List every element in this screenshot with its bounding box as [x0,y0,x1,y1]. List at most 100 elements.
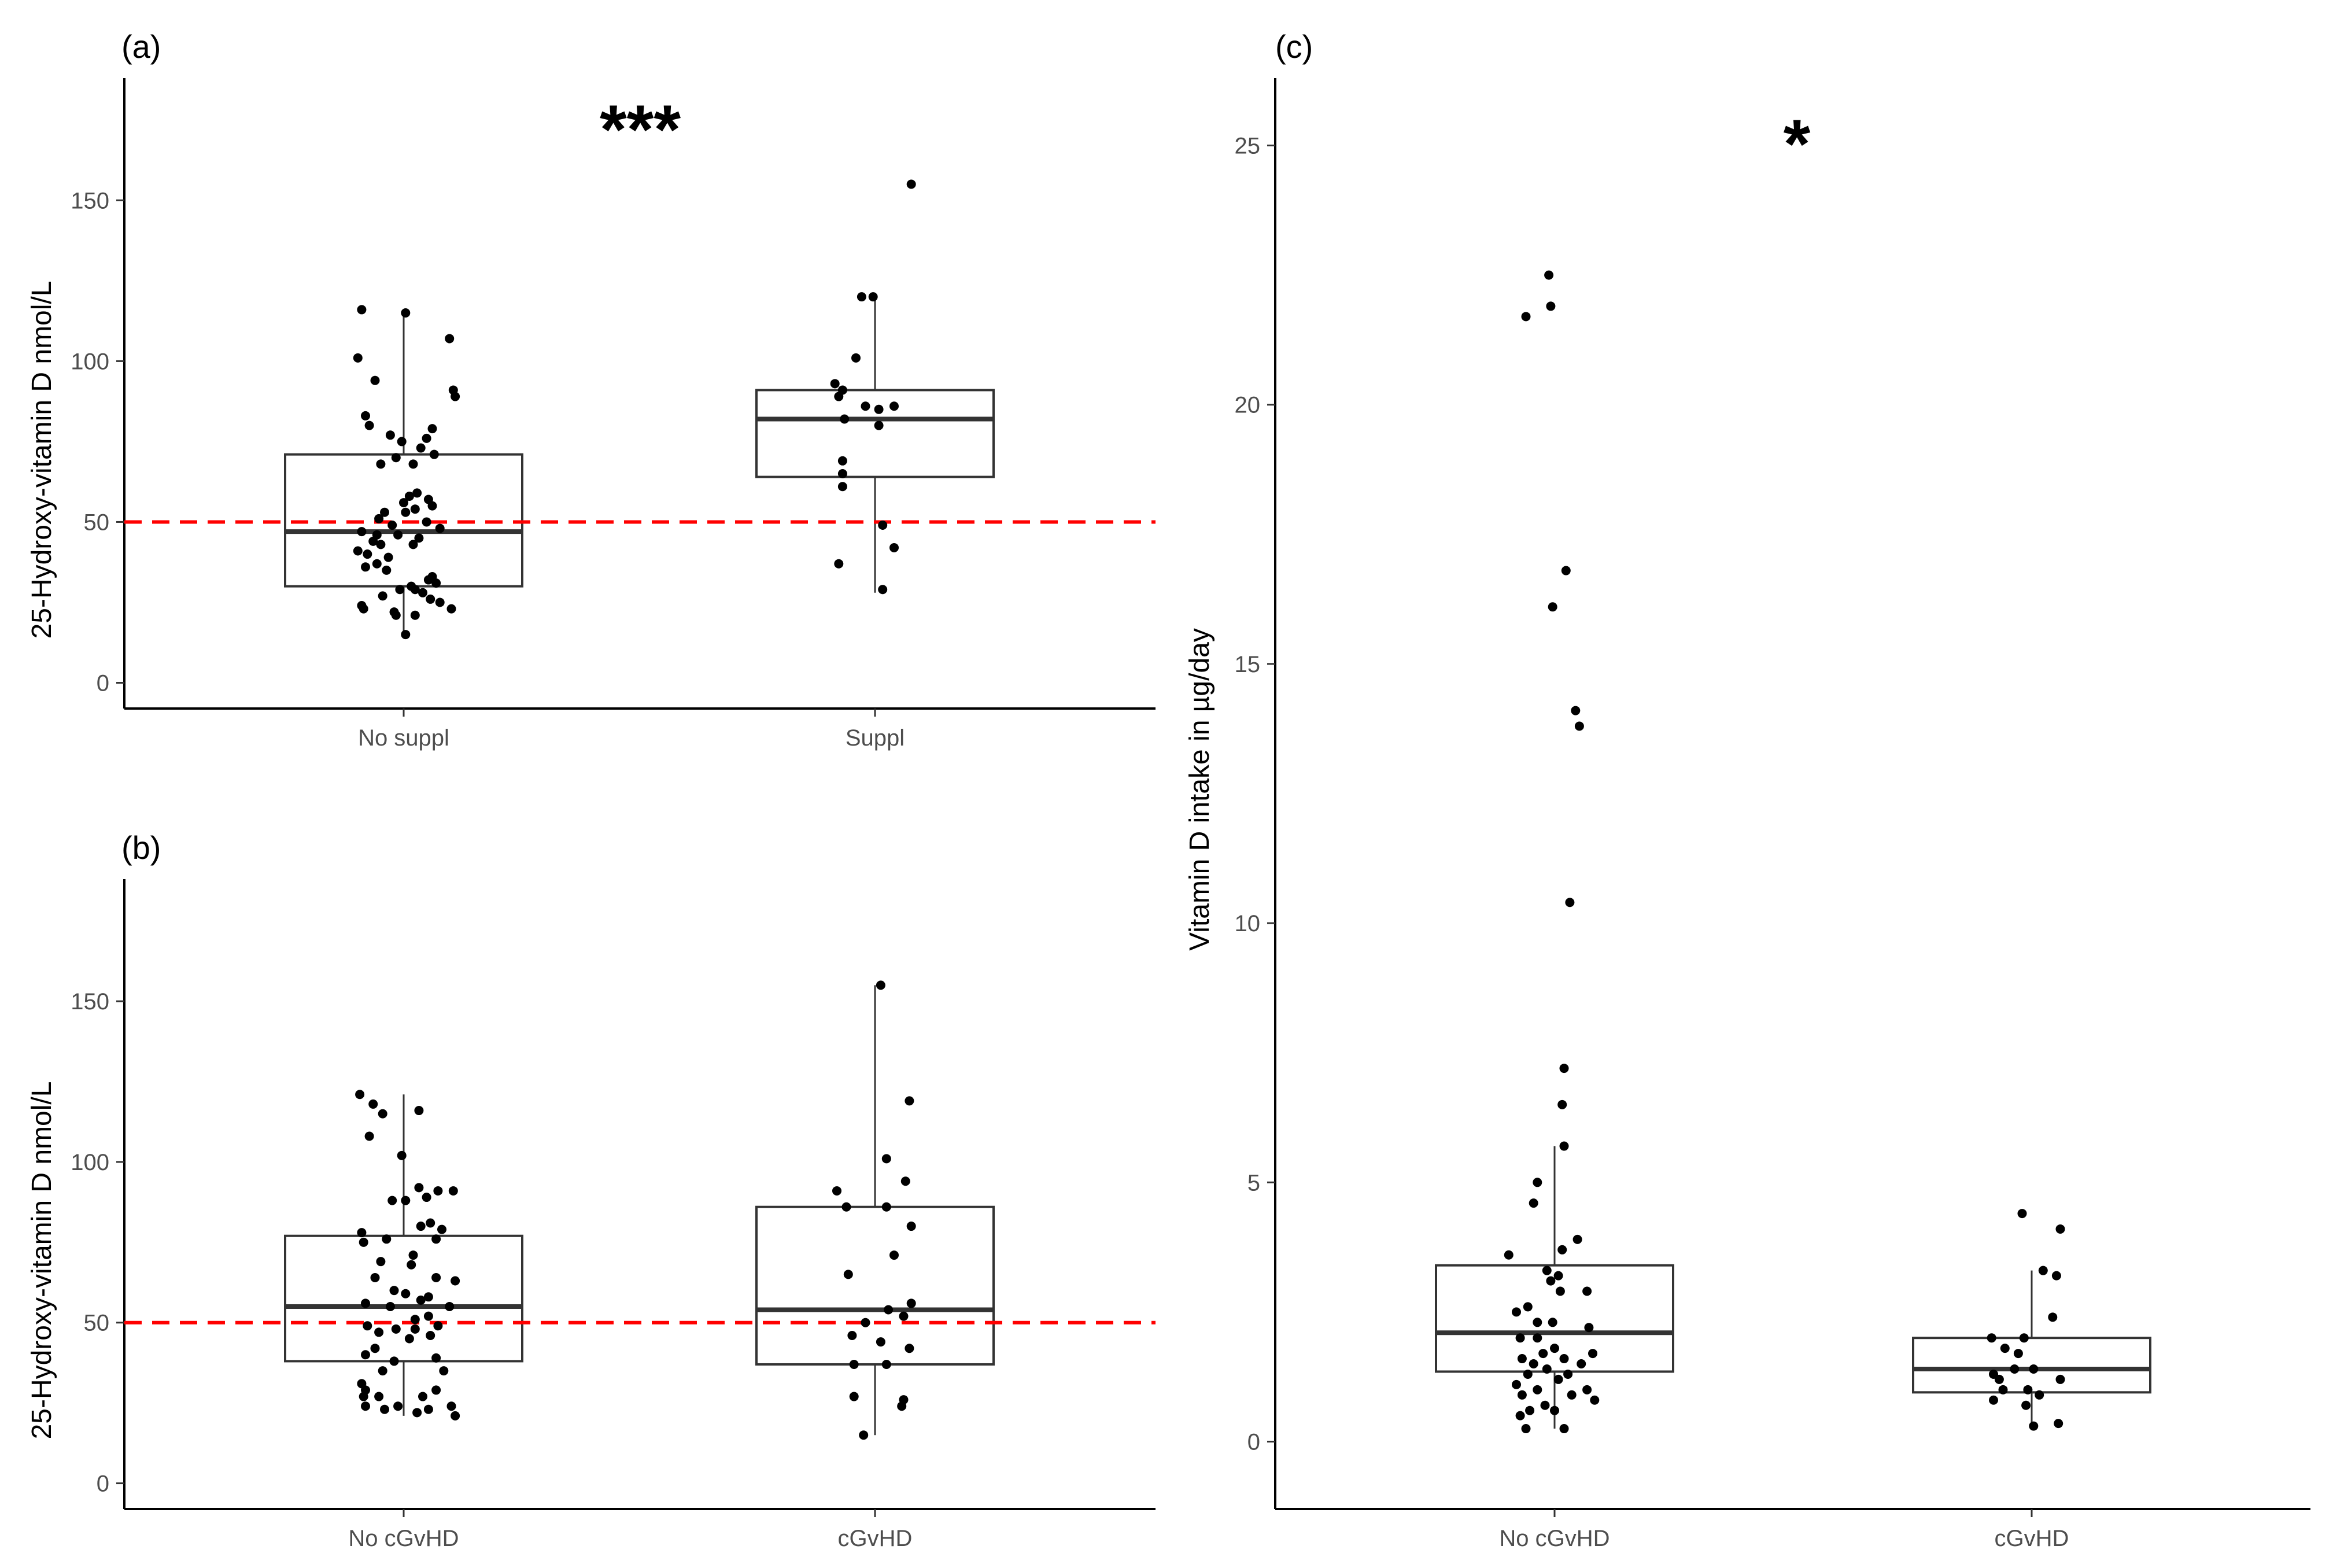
data-point-a-0-42 [382,565,392,575]
data-point-c-0-4 [1548,602,1557,612]
data-point-c-0-36 [1577,1359,1586,1369]
data-point-b-0-19 [408,1250,418,1260]
x-tick-label-b-2: cGvHD [838,1526,913,1551]
data-point-c-1-0 [2017,1209,2027,1219]
data-point-c-1-13 [1998,1385,2008,1394]
data-point-a-1-14 [837,482,847,492]
data-point-a-0-24 [401,507,411,517]
data-point-c-1-7 [2013,1349,2023,1359]
data-point-a-1-13 [837,469,847,479]
data-point-a-0-32 [393,530,403,540]
data-point-a-0-10 [385,430,395,440]
data-point-a-1-15 [878,521,888,530]
data-point-b-0-18 [431,1234,441,1244]
data-point-a-0-25 [380,507,389,517]
data-point-c-0-39 [1563,1369,1573,1379]
data-point-a-0-12 [397,437,407,447]
data-point-b-0-46 [439,1366,449,1376]
data-point-b-0-36 [391,1324,401,1334]
data-point-a-0-23 [410,504,420,514]
data-point-a-1-3 [851,353,861,363]
data-point-a-0-11 [422,433,431,443]
data-point-a-0-45 [431,578,441,588]
data-point-c-0-13 [1529,1198,1538,1208]
data-point-b-0-4 [364,1131,374,1141]
y-tick-label-c-0: 0 [1247,1429,1260,1455]
data-point-c-1-3 [2038,1266,2048,1275]
data-point-a-1-7 [889,401,899,411]
data-point-a-1-2 [868,292,878,302]
data-point-c-0-14 [1572,1234,1582,1244]
data-point-c-0-25 [1515,1333,1525,1343]
data-point-a-1-18 [878,585,888,595]
data-point-c-0-17 [1542,1266,1552,1275]
data-point-a-0-57 [391,610,401,620]
data-point-c-1-2 [2051,1271,2061,1281]
data-point-a-1-0 [906,179,916,189]
data-point-b-0-30 [445,1301,455,1311]
data-point-b-0-28 [361,1298,370,1308]
panel-label-c: (c) [1275,28,1313,65]
data-point-b-0-55 [361,1401,370,1411]
data-point-c-1-19 [2029,1421,2039,1431]
data-point-b-0-8 [433,1186,443,1196]
data-point-c-1-14 [2055,1374,2065,1384]
y-tick-label-a-1: 50 [84,510,110,535]
data-point-c-0-29 [1538,1349,1548,1359]
data-point-c-0-41 [1533,1385,1542,1394]
data-point-b-0-1 [368,1099,378,1109]
y-tick-label-b-1: 50 [84,1311,110,1336]
y-tick-label-c-3: 15 [1235,652,1261,677]
data-point-b-0-16 [437,1224,446,1234]
data-point-c-0-26 [1584,1323,1594,1333]
data-point-c-0-0 [1544,270,1554,280]
data-point-a-0-37 [353,546,363,556]
data-point-a-0-3 [353,353,363,363]
data-point-b-0-58 [412,1408,422,1418]
data-point-b-0-52 [374,1392,384,1401]
x-tick-label-a-2: Suppl [846,725,905,751]
data-point-b-0-17 [382,1234,392,1244]
data-point-c-0-38 [1512,1379,1521,1389]
data-point-b-0-35 [433,1321,443,1331]
data-point-c-1-18 [2021,1400,2031,1410]
data-point-b-0-12 [426,1218,435,1228]
data-point-a-0-55 [359,604,368,614]
data-point-c-0-16 [1553,1271,1563,1281]
data-point-a-1-10 [840,414,850,424]
data-point-a-0-34 [368,536,378,546]
data-point-a-1-16 [889,543,899,552]
data-point-a-1-1 [857,292,866,302]
data-point-c-0-42 [1517,1390,1527,1400]
data-point-b-0-45 [378,1366,387,1376]
data-point-a-0-21 [399,498,408,508]
data-point-a-0-41 [361,562,370,572]
data-point-c-0-1 [1521,312,1531,322]
data-point-a-0-52 [435,597,445,607]
data-point-c-0-23 [1533,1318,1542,1327]
data-point-b-0-21 [407,1260,416,1270]
data-point-a-1-6 [834,392,844,401]
data-point-b-0-0 [355,1090,365,1100]
data-point-b-0-10 [401,1196,411,1205]
data-point-c-0-35 [1523,1369,1533,1379]
data-point-c-1-16 [2023,1385,2033,1394]
data-point-a-0-48 [410,585,420,595]
data-point-c-0-19 [1546,1276,1556,1286]
data-point-c-0-22 [1512,1307,1521,1317]
data-point-c-0-5 [1571,706,1581,715]
data-point-c-0-18 [1555,1286,1565,1296]
data-point-b-1-0 [876,980,885,990]
data-point-c-0-20 [1582,1286,1592,1296]
data-point-c-1-15 [1989,1395,1998,1405]
data-point-b-1-4 [832,1186,841,1196]
data-point-c-0-50 [1559,1424,1569,1434]
box-b-0 [284,1234,523,1363]
y-axis-title-c: Vitamin D intake in µg/day [1184,628,1215,951]
data-point-c-0-21 [1523,1302,1533,1312]
data-point-c-0-28 [1550,1344,1559,1353]
data-point-a-1-9 [874,404,884,414]
data-point-b-0-39 [426,1330,435,1340]
data-point-a-0-16 [408,459,418,469]
data-point-a-0-58 [410,610,420,620]
